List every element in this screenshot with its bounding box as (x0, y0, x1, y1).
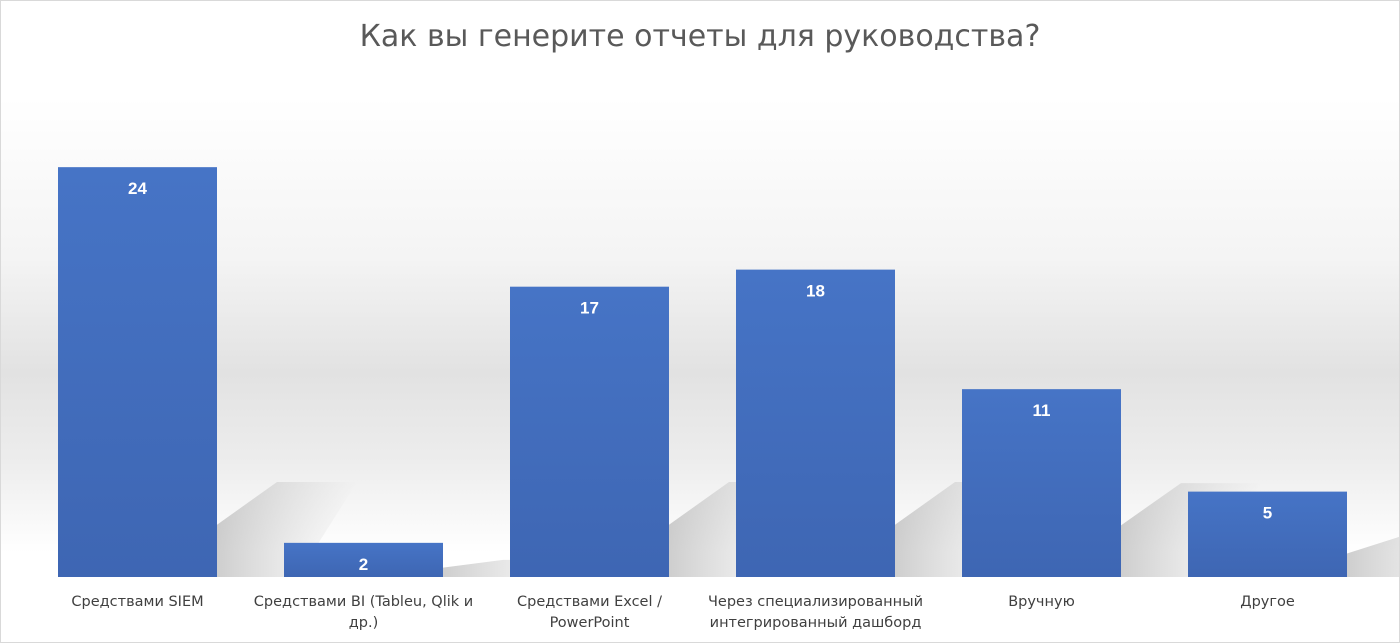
category-labels: Средствами SIEM Средствами BI (Tableu, Ql… (71, 594, 1294, 631)
category-label-line: др.) (349, 615, 379, 631)
chart-title: Как вы генерите отчеты для руководства? (359, 19, 1041, 54)
bar-shadow (1347, 536, 1399, 577)
bar-value-label: 2 (359, 555, 368, 574)
category-label-line: Средствами BI (Tableu, Qlik и (254, 594, 473, 610)
bar-value-label: 18 (806, 282, 825, 301)
category-label: Через специализированный интегрированный … (708, 594, 923, 631)
bar (1188, 491, 1347, 577)
category-label-line: Вручную (1008, 594, 1075, 610)
category-label-line: PowerPoint (550, 615, 630, 631)
category-label: Средствами Excel / PowerPoint (517, 594, 662, 631)
category-label: Другое (1240, 594, 1295, 610)
bar-shadow (217, 482, 357, 577)
category-label: Средствами SIEM (71, 594, 203, 610)
category-label-line: Другое (1240, 594, 1295, 610)
category-label-line: Через специализированный (708, 594, 923, 610)
bar-value-label: 24 (128, 179, 147, 198)
category-label-line: Средствами SIEM (71, 594, 203, 610)
bar (58, 167, 217, 577)
category-label: Средствами BI (Tableu, Qlik и др.) (254, 594, 473, 631)
category-label-line: Средствами Excel / (517, 594, 662, 610)
bars: 24 2 17 18 11 5 (58, 167, 1347, 577)
bar (736, 269, 895, 577)
bar (284, 542, 443, 577)
bar (510, 286, 669, 577)
bar-value-label: 17 (580, 299, 599, 318)
bar (962, 389, 1121, 577)
bar-value-label: 11 (1033, 401, 1051, 420)
category-label-line: интегрированный дашборд (710, 615, 922, 631)
category-label: Вручную (1008, 594, 1075, 610)
bar-value-label: 5 (1263, 504, 1272, 523)
